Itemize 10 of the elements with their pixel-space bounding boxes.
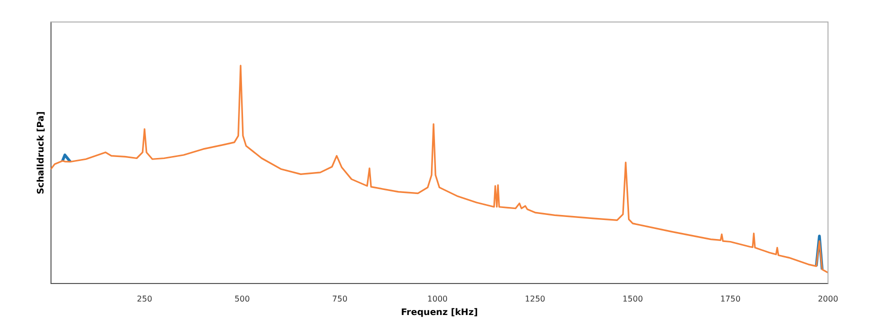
x-tick-label: 500 bbox=[234, 294, 250, 304]
x-tick-label: 250 bbox=[136, 294, 152, 304]
x-tick-label: 1000 bbox=[427, 294, 448, 304]
x-tick-label: 1750 bbox=[720, 294, 741, 304]
x-tick-label: 1250 bbox=[524, 294, 546, 304]
x-tick-label: 1500 bbox=[622, 294, 643, 304]
x-tick-label: 2000 bbox=[818, 294, 838, 304]
x-tick-label: 750 bbox=[332, 294, 348, 304]
y-axis-title: Schalldruck [Pa] bbox=[36, 111, 47, 194]
x-axis-title: Frequenz [kHz] bbox=[400, 308, 478, 318]
